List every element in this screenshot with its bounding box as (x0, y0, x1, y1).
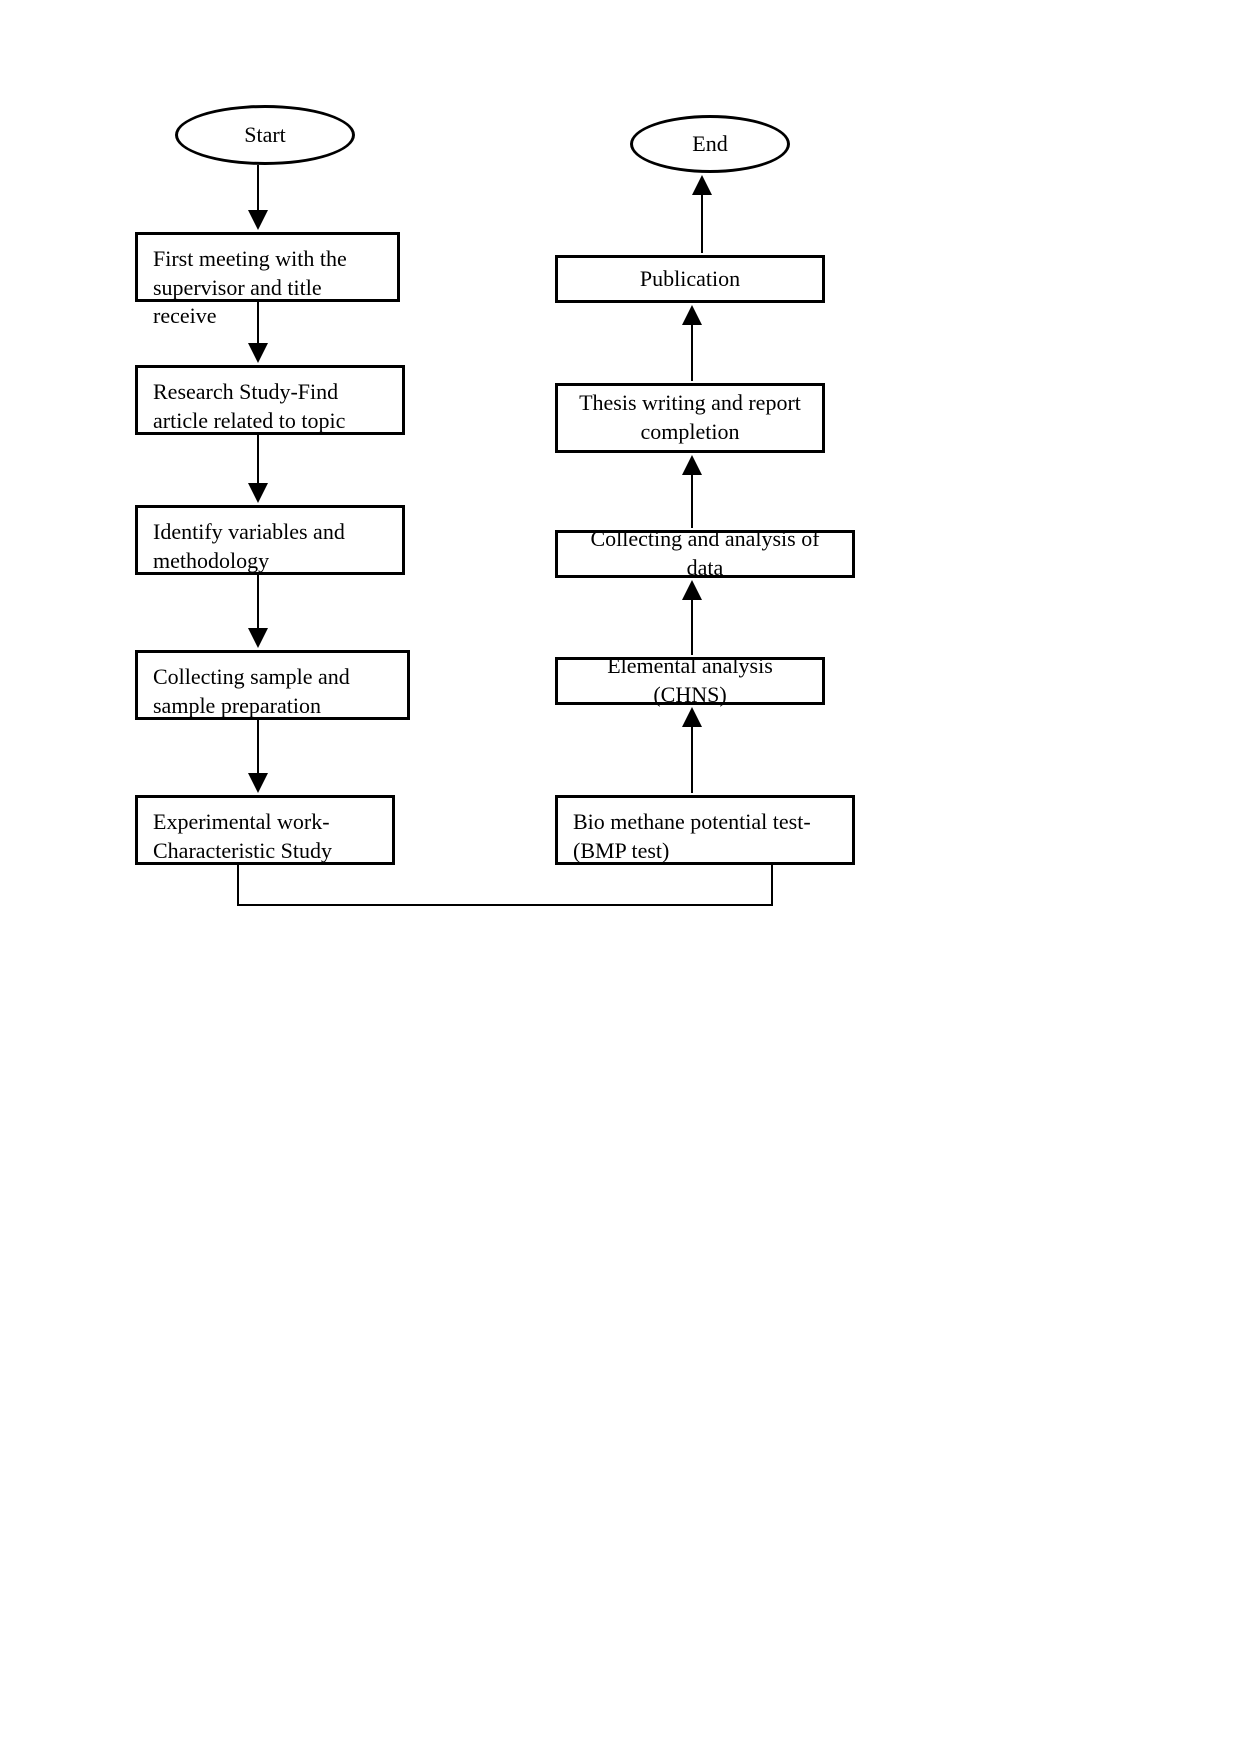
process-research-study: Research Study-Find article related to t… (135, 365, 405, 435)
end-label: End (692, 131, 727, 157)
process-label: Publication (640, 265, 740, 294)
process-label: Collecting sample and sample preparation (153, 663, 392, 720)
start-label: Start (244, 122, 286, 148)
start-terminator: Start (175, 105, 355, 165)
process-label: Experimental work-Characteristic Study (153, 808, 377, 865)
process-collecting-sample: Collecting sample and sample preparation (135, 650, 410, 720)
process-label: Thesis writing and report completion (573, 389, 807, 446)
process-elemental-analysis: Elemental analysis (CHNS) (555, 657, 825, 705)
process-identify-variables: Identify variables and methodology (135, 505, 405, 575)
process-publication: Publication (555, 255, 825, 303)
process-label: Bio methane potential test- (BMP test) (573, 808, 837, 865)
flowchart-canvas: Start End First meeting with the supervi… (0, 0, 1241, 1754)
end-terminator: End (630, 115, 790, 173)
process-thesis-writing: Thesis writing and report completion (555, 383, 825, 453)
process-bmp-test: Bio methane potential test- (BMP test) (555, 795, 855, 865)
process-label: Identify variables and methodology (153, 518, 387, 575)
connector-n5-n6 (238, 865, 772, 905)
process-collecting-data: Collecting and analysis of data (555, 530, 855, 578)
process-experimental-work: Experimental work-Characteristic Study (135, 795, 395, 865)
process-label: Research Study-Find article related to t… (153, 378, 387, 435)
process-label: Elemental analysis (CHNS) (573, 652, 807, 709)
process-label: First meeting with the supervisor and ti… (153, 245, 382, 331)
process-first-meeting: First meeting with the supervisor and ti… (135, 232, 400, 302)
process-label: Collecting and analysis of data (573, 525, 837, 582)
